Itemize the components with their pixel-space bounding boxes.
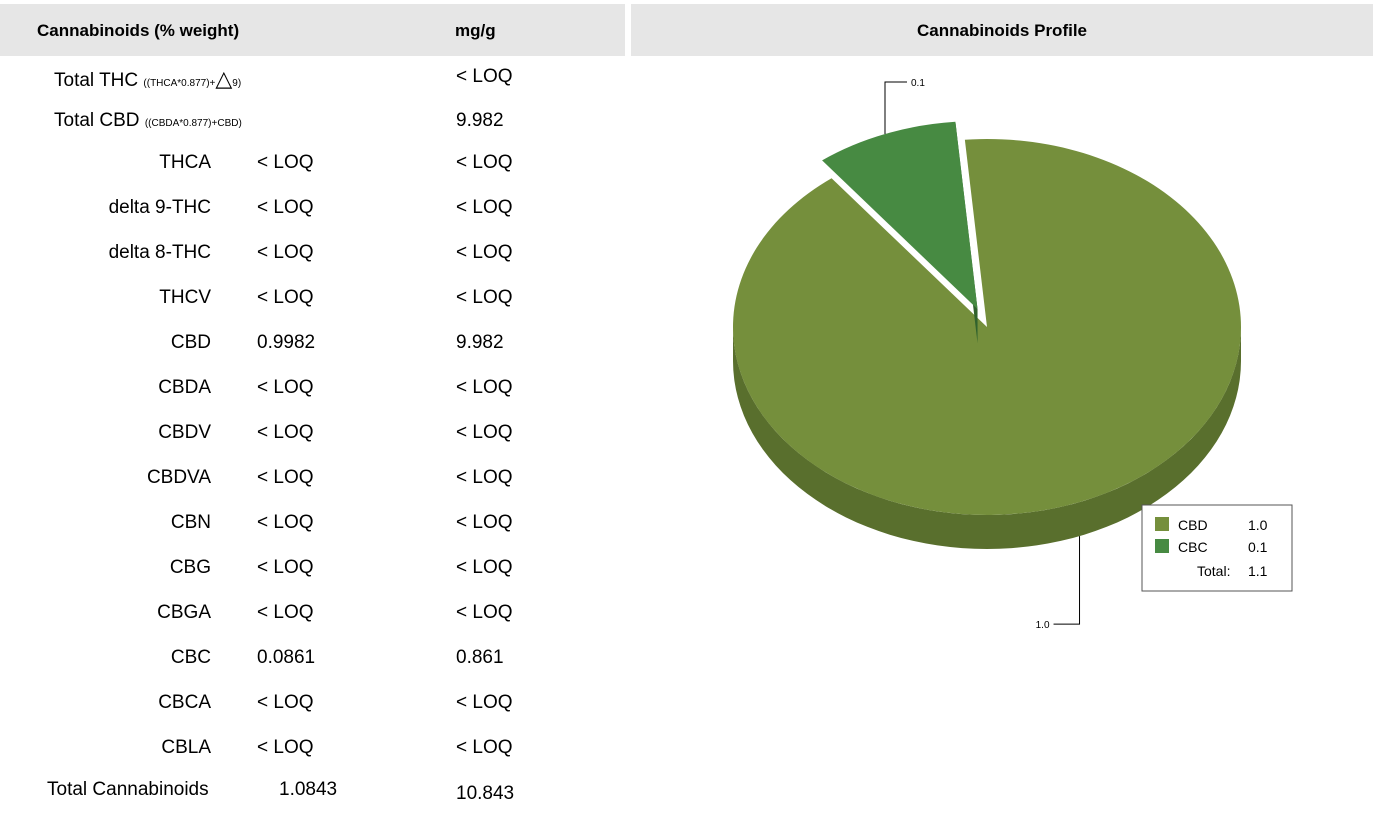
pie-value-label-cbd: 1.0 bbox=[1036, 620, 1050, 631]
cannabinoid-mg-cbga: < LOQ bbox=[456, 602, 513, 623]
cannabinoid-name-cbdva: CBDVA bbox=[146, 467, 211, 488]
delta-triangle: △ bbox=[215, 66, 233, 91]
header-cannabinoids: Cannabinoids (% weight) bbox=[37, 21, 240, 40]
pie-slice-cbc bbox=[822, 121, 978, 344]
table-row: CBN < LOQ < LOQ bbox=[0, 504, 625, 548]
cannabinoid-pct-delta-9-thc: < LOQ bbox=[257, 197, 314, 218]
pie-slice-cbd bbox=[733, 139, 1241, 549]
cannabinoid-name-cbdv: CBDV bbox=[158, 422, 211, 443]
cannabinoid-pct-cbdv: < LOQ bbox=[257, 422, 314, 443]
total-cbd-label-text: Total CBD bbox=[54, 110, 140, 131]
cannabinoid-mg-cbc: 0.861 bbox=[456, 647, 504, 668]
chart-legend: CBD 1.0 CBC 0.1 Total: 1.1 bbox=[1141, 504, 1293, 592]
pie-chart: 1.0 0.1 CBD 1.0 CBC 0.1 Total: 1.1 bbox=[733, 78, 1293, 631]
cannabinoid-pct-cbca: < LOQ bbox=[257, 692, 314, 713]
table-row: CBGA < LOQ < LOQ bbox=[0, 594, 625, 638]
total-cannabinoids-label: Total Cannabinoids bbox=[47, 779, 209, 800]
table-row: CBC 0.0861 0.861 bbox=[0, 639, 625, 683]
table-row: delta 9-THC < LOQ < LOQ bbox=[0, 189, 625, 233]
leader-line-cbc bbox=[884, 81, 907, 134]
total-thc-label-text: Total THC bbox=[54, 70, 139, 91]
cannabinoid-pct-cbn: < LOQ bbox=[257, 512, 314, 533]
total-cbd-mg: 9.982 bbox=[456, 110, 504, 131]
cannabinoid-name-thca: THCA bbox=[159, 152, 211, 173]
cannabinoid-mg-cbca: < LOQ bbox=[456, 692, 513, 713]
cannabinoid-name-cbda: CBDA bbox=[158, 377, 211, 398]
cannabinoid-mg-cbda: < LOQ bbox=[456, 377, 513, 398]
cannabinoid-name-cbd: CBD bbox=[170, 332, 211, 353]
cannabinoid-pct-cbc: 0.0861 bbox=[257, 647, 316, 668]
legend-name-cbd: CBD bbox=[1178, 517, 1208, 533]
cannabinoid-mg-cbdv: < LOQ bbox=[456, 422, 513, 443]
cannabinoid-mg-delta-8-thc: < LOQ bbox=[456, 242, 513, 263]
header-mg-per-g: mg/g bbox=[455, 21, 496, 40]
table-row: THCA < LOQ < LOQ bbox=[0, 144, 625, 188]
table-row: CBDA < LOQ < LOQ bbox=[0, 369, 625, 413]
legend-value-cbc: 0.1 bbox=[1248, 539, 1268, 555]
pie-slice-side bbox=[733, 327, 1241, 549]
pie-value-label-cbc: 0.1 bbox=[911, 78, 925, 89]
cannabinoid-name-cbn: CBN bbox=[170, 512, 211, 533]
cannabinoid-mg-cbdva: < LOQ bbox=[456, 467, 513, 488]
total-cbd-label: Total CBD ((CBDA*0.877)+CBD) bbox=[54, 110, 242, 132]
table-row: delta 8-THC < LOQ < LOQ bbox=[0, 234, 625, 278]
cannabinoid-name-delta-8-thc: delta 8-THC bbox=[108, 242, 211, 263]
total-thc-mg: < LOQ bbox=[456, 66, 513, 87]
legend-name-cbc: CBC bbox=[1178, 539, 1208, 555]
cannabinoid-name-thcv: THCV bbox=[159, 287, 211, 308]
chart-title: Cannabinoids Profile bbox=[916, 21, 1088, 40]
cannabinoid-mg-cbd: 9.982 bbox=[456, 332, 504, 353]
cannabinoid-pct-cbla: < LOQ bbox=[257, 737, 314, 758]
cannabinoid-pct-cbga: < LOQ bbox=[257, 602, 314, 623]
legend-total-value: 1.1 bbox=[1248, 563, 1268, 579]
legend-total-label: Total: bbox=[1197, 563, 1230, 579]
cannabinoid-pct-cbd: 0.9982 bbox=[257, 332, 316, 353]
cannabinoid-name-cbg: CBG bbox=[169, 557, 211, 578]
pie-slice-top bbox=[733, 139, 1241, 515]
table-row-total-thc: Total THC ((THCA*0.877)+△9) < LOQ bbox=[0, 56, 625, 100]
cannabinoid-mg-thcv: < LOQ bbox=[456, 287, 513, 308]
chart-header: Cannabinoids Profile bbox=[631, 4, 1373, 56]
pie-slice-top bbox=[822, 121, 978, 310]
table-row: CBD 0.9982 9.982 bbox=[0, 324, 625, 368]
cannabinoid-name-delta-9-thc: delta 9-THC bbox=[108, 197, 211, 218]
total-cannabinoids-pct: 1.0843 bbox=[279, 779, 338, 800]
cannabinoid-mg-delta-9-thc: < LOQ bbox=[456, 197, 513, 218]
cannabinoid-pct-cbdva: < LOQ bbox=[257, 467, 314, 488]
leader-line-cbd bbox=[1053, 536, 1081, 625]
cannabinoid-pct-thcv: < LOQ bbox=[257, 287, 314, 308]
cannabinoid-name-cbla: CBLA bbox=[161, 737, 211, 758]
cannabinoid-name-cbc: CBC bbox=[170, 647, 211, 668]
table-row: THCV < LOQ < LOQ bbox=[0, 279, 625, 323]
table-row-total-cbd: Total CBD ((CBDA*0.877)+CBD) 9.982 bbox=[0, 100, 625, 144]
cannabinoid-pct-delta-8-thc: < LOQ bbox=[257, 242, 314, 263]
total-thc-formula-b: 9) bbox=[232, 78, 242, 89]
cannabinoid-mg-thca: < LOQ bbox=[456, 152, 513, 173]
cannabinoid-pct-cbda: < LOQ bbox=[257, 377, 314, 398]
total-cannabinoids-mg: 10.843 bbox=[456, 783, 515, 804]
table-row: CBLA < LOQ < LOQ bbox=[0, 729, 625, 773]
table-row: CBG < LOQ < LOQ bbox=[0, 549, 625, 593]
table-row: CBDVA < LOQ < LOQ bbox=[0, 459, 625, 503]
total-thc-formula-a: ((THCA*0.877)+ bbox=[143, 78, 216, 89]
cannabinoid-mg-cbla: < LOQ bbox=[456, 737, 513, 758]
total-thc-label: Total THC ((THCA*0.877)+△9) bbox=[54, 66, 241, 92]
cannabinoid-mg-cbn: < LOQ bbox=[456, 512, 513, 533]
legend-swatch-cbd bbox=[1155, 517, 1169, 531]
legend-swatch-cbc bbox=[1155, 539, 1169, 553]
table-row-total-cannabinoids: Total Cannabinoids 1.0843 10.843 bbox=[0, 775, 625, 819]
total-cbd-formula: ((CBDA*0.877)+CBD) bbox=[144, 118, 242, 129]
cannabinoid-pct-cbg: < LOQ bbox=[257, 557, 314, 578]
table-header: Cannabinoids (% weight) mg/g bbox=[0, 4, 625, 56]
table-row: CBDV < LOQ < LOQ bbox=[0, 414, 625, 458]
cannabinoid-mg-cbg: < LOQ bbox=[456, 557, 513, 578]
cannabinoid-name-cbca: CBCA bbox=[158, 692, 211, 713]
legend-value-cbd: 1.0 bbox=[1248, 517, 1268, 533]
cannabinoid-pct-thca: < LOQ bbox=[257, 152, 314, 173]
table-row: CBCA < LOQ < LOQ bbox=[0, 684, 625, 728]
cannabinoid-name-cbga: CBGA bbox=[157, 602, 211, 623]
